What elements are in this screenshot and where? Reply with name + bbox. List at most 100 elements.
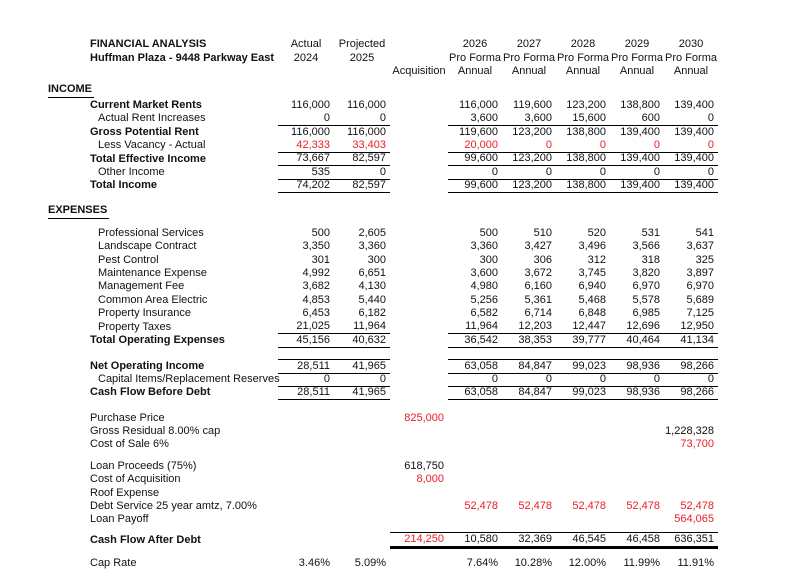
value-cell-pf_2030: 73,700 xyxy=(680,438,714,451)
value-cell-pf_2026: 119,600 xyxy=(459,125,498,138)
financial-report-page: FINANCIAL ANALYSIS Actual Projected 2026 202… xyxy=(48,38,789,570)
value-cell-pf_2030: 98,266 xyxy=(664,386,718,400)
section-heading-label: EXPENSES xyxy=(48,204,110,220)
value-cell-pf_2026: 99,600 xyxy=(448,152,502,167)
value-cell-pf_2029: 0 xyxy=(610,373,664,387)
value-cell-pf_2029: 0 xyxy=(610,166,664,180)
value-cell-pf_2029: 11.99% xyxy=(623,557,661,570)
value-cell-projected_2025: 6,651 xyxy=(358,267,386,280)
value-cell-pf_2026: 6,582 xyxy=(470,307,498,320)
section-heading: EXPENSES xyxy=(48,204,278,220)
table-row: Gross Potential Rent 116,000 116,000 119,60… xyxy=(48,125,789,138)
column-header-pf_2029: Pro Forma xyxy=(611,51,663,64)
value-cell-actual_2024: 0 xyxy=(278,112,334,126)
value-cell-projected_2025: 6,182 xyxy=(358,307,386,320)
value-cell-pf_2030: 541 xyxy=(695,226,714,239)
value-cell-pf_2026: 3,600 xyxy=(448,112,502,126)
value-cell-pf_2030: 12,950 xyxy=(664,320,718,335)
value-cell-projected_2025: 33,403 xyxy=(334,139,390,153)
value-cell-projected_2025: 116,000 xyxy=(347,125,386,138)
table-row: Less Vacancy - Actual 42,333 33,403 20,000 0… xyxy=(48,139,789,153)
row-label: Maintenance Expense xyxy=(98,267,207,280)
value-cell-pf_2030: 139,400 xyxy=(664,152,718,167)
section-heading: INCOME xyxy=(48,83,278,99)
table-row: Management Fee 3,682 4,130 4,980 6,160 6,940 6… xyxy=(48,280,789,293)
value-cell-pf_2028: 39,777 xyxy=(556,334,610,348)
value-cell-pf_2029: 5,578 xyxy=(632,293,660,306)
value-cell-pf_2028: 0 xyxy=(556,139,610,153)
table-row: Total Effective Income 73,667 82,597 99,600… xyxy=(48,152,789,167)
table-row: Professional Services 500 2,605 500 510 520 53… xyxy=(48,227,789,240)
column-header-pf_2027: 2027 xyxy=(516,38,542,51)
value-cell-pf_2028: 3,496 xyxy=(578,240,606,253)
value-cell-projected_2025: 2,605 xyxy=(358,226,386,239)
column-header-pf_2030: Annual xyxy=(673,64,709,77)
value-cell-pf_2027: 12,203 xyxy=(502,320,556,335)
table-row: Total Income 74,202 82,597 99,600 123,200 138… xyxy=(48,179,789,193)
value-cell-actual_2024: 21,025 xyxy=(278,320,334,335)
value-cell-pf_2026: 63,058 xyxy=(448,359,502,375)
value-cell-pf_2027: 306 xyxy=(533,253,552,266)
value-cell-pf_2029: 138,800 xyxy=(620,98,660,111)
value-cell-pf_2026: 500 xyxy=(479,226,498,239)
value-cell-pf_2030: 564,065 xyxy=(674,513,714,526)
table-row: Current Market Rents 116,000 116,000 116,00… xyxy=(48,99,789,112)
report-subtitle: Huffman Plaza - 9448 Parkway East xyxy=(90,51,275,64)
value-cell-actual_2024: 74,202 xyxy=(278,179,334,193)
column-header-pf_2029: 2029 xyxy=(624,38,650,51)
value-cell-pf_2027: 123,200 xyxy=(502,179,556,193)
value-cell-actual_2024: 301 xyxy=(311,253,330,266)
row-label: Property Insurance xyxy=(98,307,191,320)
row-label: Landscape Contract xyxy=(98,240,197,253)
value-cell-pf_2030: 5,689 xyxy=(686,293,714,306)
value-cell-actual_2024: 45,156 xyxy=(278,334,334,348)
table-row: Pest Control 301 300 300 306 312 318 325 xyxy=(48,253,789,266)
value-cell-projected_2025: 0 xyxy=(334,112,390,126)
value-cell-projected_2025: 4,130 xyxy=(358,280,386,293)
row-label: Cost of Sale 6% xyxy=(90,438,169,451)
value-cell-pf_2026: 99,600 xyxy=(448,179,502,193)
value-cell-pf_2028: 6,848 xyxy=(578,307,606,320)
value-cell-projected_2025: 82,597 xyxy=(334,152,390,167)
value-cell-pf_2030: 139,400 xyxy=(674,125,714,138)
value-cell-pf_2026: 3,600 xyxy=(470,267,498,280)
row-label: Professional Services xyxy=(98,226,204,239)
value-cell-pf_2026: 4,980 xyxy=(470,280,498,293)
table-row: Landscape Contract 3,350 3,360 3,360 3,427 3,… xyxy=(48,240,789,253)
value-cell-pf_2030: 7,125 xyxy=(686,307,714,320)
row-label: Actual Rent Increases xyxy=(98,112,206,125)
table-row: Actual Rent Increases 0 0 3,600 3,600 15,600 6… xyxy=(48,112,789,126)
value-cell-actual_2024: 535 xyxy=(278,166,334,180)
column-header-pf_2027: Annual xyxy=(511,64,547,77)
value-cell-pf_2026: 52,478 xyxy=(464,499,498,512)
value-cell-pf_2026: 5,256 xyxy=(470,293,498,306)
value-cell-pf_2027: 38,353 xyxy=(502,334,556,348)
value-cell-projected_2025: 40,632 xyxy=(334,334,390,348)
value-cell-pf_2026: 116,000 xyxy=(459,98,498,111)
value-cell-pf_2029: 0 xyxy=(610,139,664,153)
value-cell-pf_2030: 1,228,328 xyxy=(665,424,714,437)
row-label: Total Effective Income xyxy=(90,152,206,165)
row-label: Total Operating Expenses xyxy=(90,334,225,347)
value-cell-acquisition: 214,250 xyxy=(390,531,448,549)
column-header-actual_2024: 2024 xyxy=(293,51,319,64)
value-cell-pf_2026: 3,360 xyxy=(470,240,498,253)
spacer-row xyxy=(48,399,789,411)
value-cell-projected_2025: 41,965 xyxy=(334,386,390,400)
value-cell-actual_2024: 4,853 xyxy=(302,293,330,306)
row-label: Cash Flow After Debt xyxy=(90,533,201,546)
report-title: FINANCIAL ANALYSIS xyxy=(90,38,207,51)
value-cell-pf_2028: 12.00% xyxy=(568,557,606,570)
table-row: Roof Expense xyxy=(48,486,789,499)
value-cell-actual_2024: 28,511 xyxy=(278,386,334,400)
column-header-pf_2027: Pro Forma xyxy=(503,51,555,64)
value-cell-pf_2030: 325 xyxy=(695,253,714,266)
value-cell-pf_2030: 3,637 xyxy=(686,240,714,253)
value-cell-pf_2030: 11.91% xyxy=(677,557,715,570)
column-header-pf_2028: Annual xyxy=(565,64,601,77)
table-row: Capital Items/Replacement Reserves 0 0 0 0 0 0… xyxy=(48,373,789,387)
row-label: Debt Service 25 year amtz, 7.00% xyxy=(90,499,257,512)
value-cell-pf_2026: 63,058 xyxy=(448,386,502,400)
value-cell-pf_2028: 0 xyxy=(556,166,610,180)
row-label: Cash Flow Before Debt xyxy=(90,386,211,399)
